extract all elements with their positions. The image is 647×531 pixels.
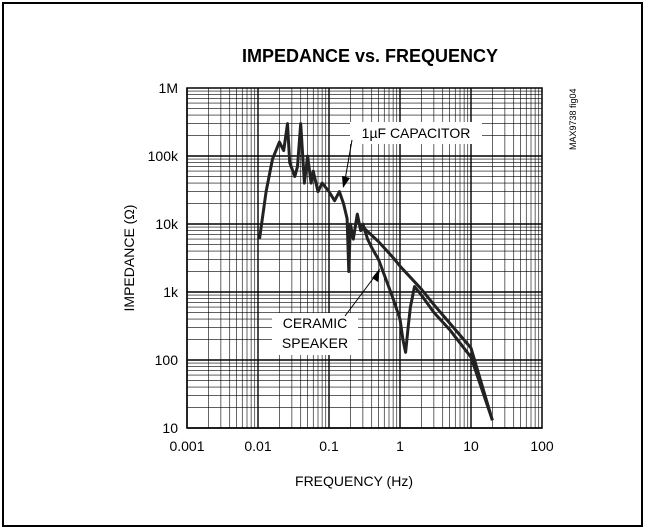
chart-title: IMPEDANCE vs. FREQUENCY — [242, 46, 498, 66]
series-line-0 — [361, 226, 494, 421]
x-tick-label: 100 — [530, 438, 554, 454]
y-axis-label: IMPEDANCE (Ω) — [121, 205, 137, 312]
speaker-arrowhead — [372, 268, 380, 282]
y-tick-label: 1M — [159, 80, 178, 96]
speaker-label-box — [272, 313, 358, 355]
x-tick-label: 0.1 — [319, 438, 339, 454]
capacitor-arrowhead — [342, 176, 350, 188]
speaker-leader-line — [344, 275, 376, 317]
series-line-1 — [258, 122, 494, 421]
y-tick-labels: 10 100 1k 10k 100k 1M — [148, 80, 179, 436]
y-tick-label: 10k — [155, 216, 179, 232]
x-tick-labels: 0.001 0.01 0.1 1 10 100 — [169, 438, 553, 454]
series-group — [258, 122, 494, 421]
speaker-label-line1: CERAMIC — [283, 315, 348, 331]
y-tick-label: 100k — [148, 148, 179, 164]
y-tick-label: 100 — [155, 352, 179, 368]
x-tick-label: 0.001 — [169, 438, 204, 454]
annotations: 1µF CAPACITOR CERAMIC SPEAKER — [272, 122, 482, 355]
plot-border — [186, 87, 543, 429]
capacitor-leader-line — [344, 139, 353, 181]
x-axis-label: FREQUENCY (Hz) — [295, 473, 413, 489]
figure-frame — [2, 2, 643, 527]
capacitor-label-box — [350, 122, 482, 144]
grid — [186, 87, 543, 429]
capacitor-label: 1µF CAPACITOR — [362, 125, 471, 141]
x-tick-label: 0.01 — [244, 438, 271, 454]
x-tick-label: 10 — [463, 438, 479, 454]
x-tick-label: 1 — [396, 438, 404, 454]
figure-id: MAX9738 fig04 — [568, 88, 578, 150]
y-tick-label: 1k — [163, 284, 179, 300]
speaker-label-line2: SPEAKER — [282, 335, 348, 351]
y-tick-label: 10 — [162, 420, 178, 436]
